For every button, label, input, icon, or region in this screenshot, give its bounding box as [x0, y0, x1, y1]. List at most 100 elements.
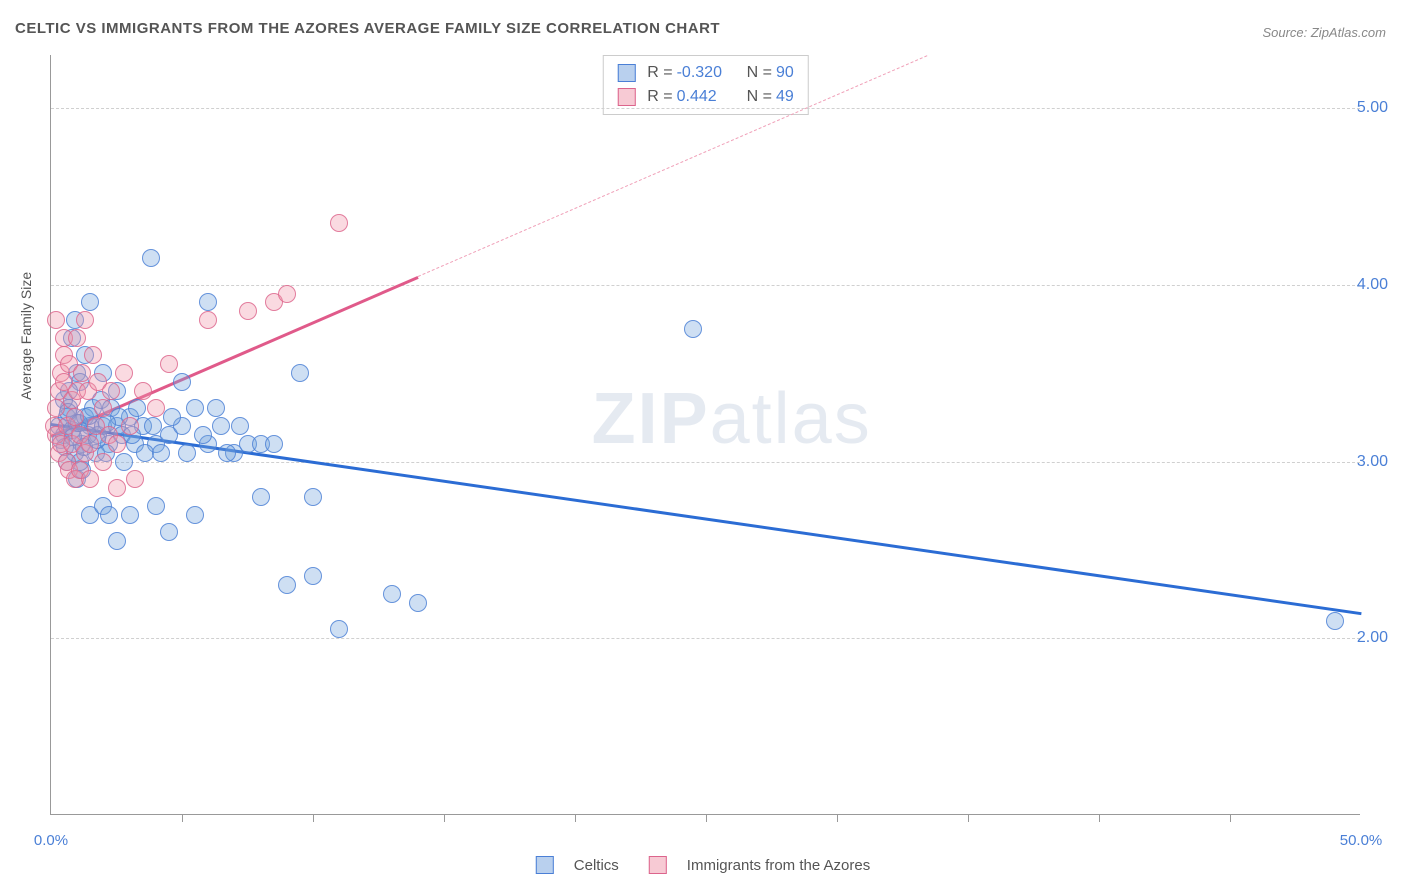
data-point [178, 444, 196, 462]
swatch-icon [536, 856, 554, 874]
data-point [94, 453, 112, 471]
r-label: R = [647, 64, 672, 82]
chart-title: CELTIC VS IMMIGRANTS FROM THE AZORES AVE… [15, 20, 720, 37]
data-point [383, 585, 401, 603]
plot-area: ZIPatlas R = -0.320 N = 90 R = 0.442 N =… [50, 55, 1360, 815]
watermark-bold: ZIP [592, 379, 710, 459]
watermark-light: atlas [710, 379, 872, 459]
y-tick-label: 2.00 [1357, 629, 1388, 647]
data-point [218, 444, 236, 462]
data-point [144, 417, 162, 435]
data-point [108, 435, 126, 453]
gridline [51, 108, 1360, 109]
source-label: Source: [1262, 25, 1310, 40]
n-label: N = [747, 64, 772, 82]
swatch-icon [649, 856, 667, 874]
data-point [199, 311, 217, 329]
data-point [186, 506, 204, 524]
data-point [160, 523, 178, 541]
data-point [304, 567, 322, 585]
y-axis-label: Average Family Size [18, 272, 34, 400]
data-point [108, 479, 126, 497]
stats-row-azores: R = 0.442 N = 49 [603, 85, 807, 109]
x-tick [837, 814, 838, 822]
legend-label: Celtics [574, 857, 619, 874]
y-tick-label: 5.00 [1357, 99, 1388, 117]
data-point [94, 399, 112, 417]
data-point [684, 320, 702, 338]
legend-label: Immigrants from the Azores [687, 857, 870, 874]
data-point [1326, 612, 1344, 630]
x-tick [575, 814, 576, 822]
n-value: 90 [776, 64, 794, 82]
swatch-icon [617, 88, 635, 106]
data-point [173, 373, 191, 391]
data-point [142, 249, 160, 267]
data-point [47, 311, 65, 329]
legend-item-celtics: Celtics [536, 856, 619, 874]
data-point [134, 382, 152, 400]
data-point [409, 594, 427, 612]
r-value: 0.442 [677, 88, 747, 106]
data-point [115, 364, 133, 382]
swatch-icon [617, 64, 635, 82]
data-point [102, 382, 120, 400]
data-point [147, 399, 165, 417]
data-point [81, 293, 99, 311]
x-tick [182, 814, 183, 822]
data-point [160, 355, 178, 373]
data-point [231, 417, 249, 435]
data-point [186, 399, 204, 417]
r-label: R = [647, 88, 672, 106]
data-point [278, 285, 296, 303]
stats-row-celtics: R = -0.320 N = 90 [603, 61, 807, 85]
data-point [126, 470, 144, 488]
x-tick [444, 814, 445, 822]
x-tick [1230, 814, 1231, 822]
r-value: -0.320 [677, 64, 747, 82]
data-point [84, 346, 102, 364]
data-point [194, 426, 212, 444]
y-tick-label: 3.00 [1357, 453, 1388, 471]
data-point [147, 497, 165, 515]
data-point [212, 417, 230, 435]
n-label: N = [747, 88, 772, 106]
data-point [100, 506, 118, 524]
n-value: 49 [776, 88, 794, 106]
data-point [121, 506, 139, 524]
data-point [330, 620, 348, 638]
data-point [239, 302, 257, 320]
bottom-legend: Celtics Immigrants from the Azores [536, 856, 870, 874]
x-tick [706, 814, 707, 822]
y-tick-label: 4.00 [1357, 276, 1388, 294]
data-point [152, 444, 170, 462]
x-tick-label: 50.0% [1340, 832, 1383, 849]
data-point [76, 311, 94, 329]
data-point [81, 435, 99, 453]
stats-legend-box: R = -0.320 N = 90 R = 0.442 N = 49 [602, 55, 808, 115]
data-point [163, 408, 181, 426]
data-point [278, 576, 296, 594]
data-point [81, 470, 99, 488]
data-point [121, 417, 139, 435]
data-point [304, 488, 322, 506]
data-point [330, 214, 348, 232]
gridline [51, 462, 1360, 463]
data-point [265, 435, 283, 453]
x-tick-label: 0.0% [34, 832, 68, 849]
data-point [291, 364, 309, 382]
gridline [51, 285, 1360, 286]
data-point [115, 453, 133, 471]
gridline [51, 638, 1360, 639]
source-attribution: Source: ZipAtlas.com [1262, 25, 1386, 40]
legend-item-azores: Immigrants from the Azores [649, 856, 870, 874]
data-point [68, 329, 86, 347]
x-tick [968, 814, 969, 822]
data-point [252, 488, 270, 506]
data-point [66, 408, 84, 426]
watermark: ZIPatlas [592, 378, 872, 460]
x-tick [313, 814, 314, 822]
source-value: ZipAtlas.com [1311, 25, 1386, 40]
data-point [199, 293, 217, 311]
data-point [108, 532, 126, 550]
